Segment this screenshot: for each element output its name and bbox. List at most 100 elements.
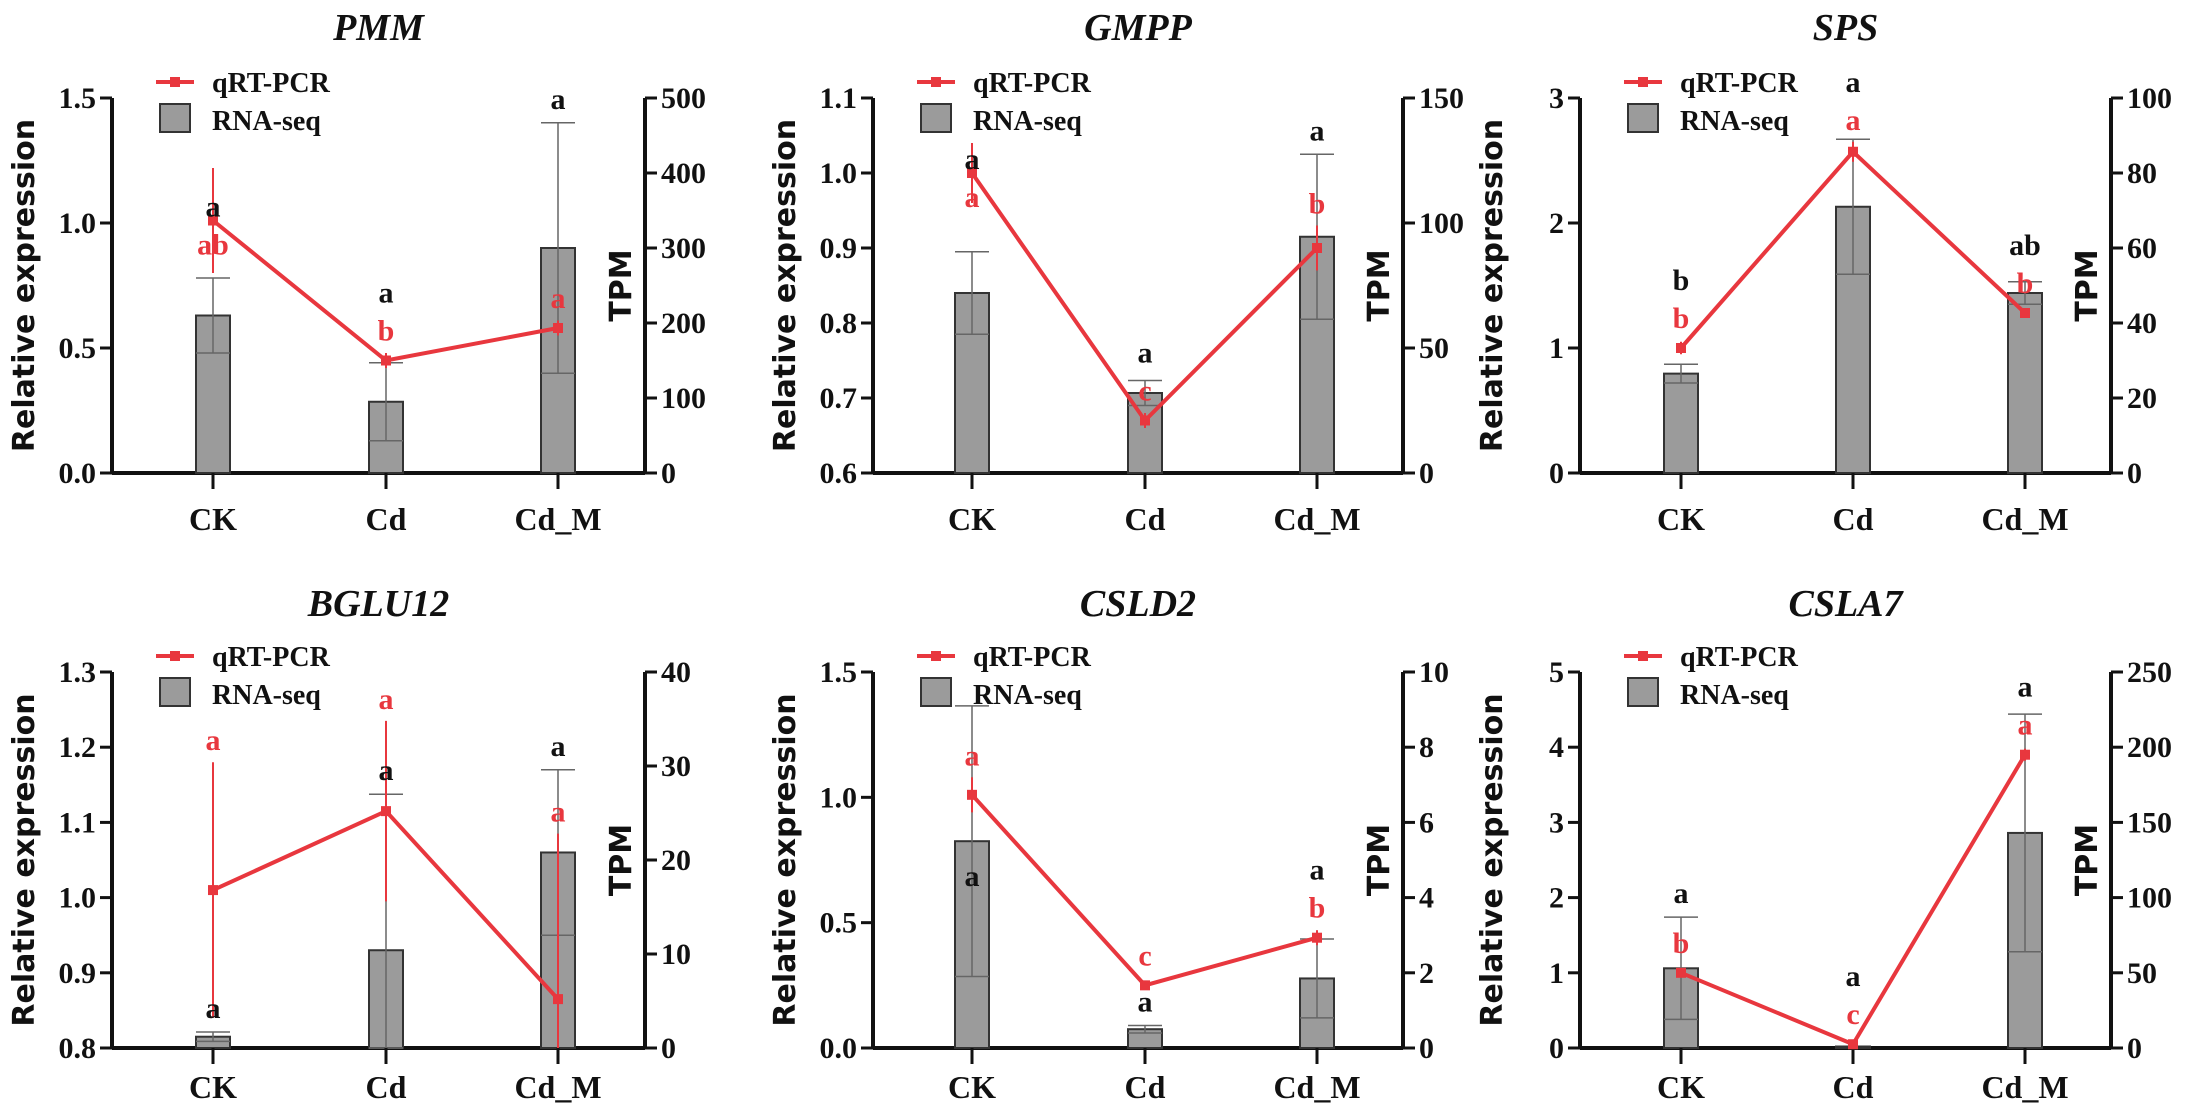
legend-label-rna-seq: RNA-seq <box>212 680 321 711</box>
legend-point-icon <box>170 77 180 87</box>
x-tick-label: CK <box>948 501 996 537</box>
left-tick-label: 0.6 <box>820 457 858 490</box>
panel-title: BGLU12 <box>307 583 449 625</box>
panel-title: CSLA7 <box>1788 583 1904 625</box>
x-tick-label: Cd <box>1833 501 1874 537</box>
line-point <box>1312 932 1322 943</box>
right-tick-label: 40 <box>2127 307 2157 340</box>
left-tick-label: 1 <box>1549 957 1564 990</box>
right-tick-label: 20 <box>661 844 691 877</box>
x-tick-label: Cd_M <box>1981 1069 2068 1105</box>
left-tick-label: 2 <box>1549 207 1564 240</box>
bar-significance-letter: a <box>206 191 221 224</box>
line-significance-letter: a <box>379 683 394 716</box>
right-tick-label: 100 <box>1419 207 1464 240</box>
line-point <box>553 994 563 1005</box>
y-axis-label: Relative expression <box>7 693 42 1026</box>
bar-significance-letter: ab <box>2009 229 2041 262</box>
right-tick-label: 300 <box>661 232 706 265</box>
left-tick-label: 0.7 <box>820 382 858 415</box>
bar-significance-letter: a <box>379 754 394 787</box>
bar-significance-letter: a <box>1138 985 1153 1018</box>
bar-significance-letter: a <box>551 83 566 116</box>
legend-label-qrt-pcr: qRT-PCR <box>973 642 1092 673</box>
line-significance-letter: b <box>1309 188 1326 221</box>
bar-significance-letter: a <box>1310 854 1325 887</box>
left-tick-label: 5 <box>1549 656 1564 689</box>
legend-bar-icon <box>1627 677 1659 707</box>
x-tick-label: Cd <box>1125 501 1166 537</box>
line-point <box>1676 343 1686 353</box>
legend-point-icon <box>931 77 941 87</box>
right-tick-label: 150 <box>1419 82 1464 115</box>
left-tick-label: 3 <box>1549 806 1564 839</box>
right-tick-label: 0 <box>661 1032 676 1065</box>
y2-axis-label: TPM <box>604 824 639 896</box>
right-tick-label: 200 <box>661 307 706 340</box>
right-tick-label: 8 <box>1419 731 1434 764</box>
line-point <box>1848 1039 1858 1050</box>
right-tick-label: 250 <box>2127 656 2172 689</box>
right-tick-label: 150 <box>2127 806 2172 839</box>
line-point <box>1676 967 1686 978</box>
legend-label-qrt-pcr: qRT-PCR <box>973 68 1092 99</box>
left-tick-label: 0.0 <box>820 1032 858 1065</box>
line-significance-letter: c <box>1138 939 1151 972</box>
left-tick-label: 2 <box>1549 882 1564 915</box>
right-tick-label: 500 <box>661 82 706 115</box>
right-tick-label: 0 <box>2127 457 2142 490</box>
y2-axis-label: TPM <box>604 249 639 321</box>
y2-axis-label: TPM <box>1362 249 1397 321</box>
x-tick-label: Cd_M <box>1273 1069 1360 1105</box>
right-tick-label: 0 <box>661 457 676 490</box>
line-significance-letter: b <box>1309 892 1326 925</box>
legend-bar-icon <box>159 677 191 707</box>
y2-axis-label: TPM <box>2070 249 2105 321</box>
x-tick-label: CK <box>1657 501 1705 537</box>
line-point <box>208 885 218 896</box>
panel-bglu12: BGLU12 0.8 0.9 1.0 1.1 1.2 1.3 0 10 20 30 40 Relativ… <box>7 583 691 1105</box>
bar-significance-letter: a <box>1846 960 1861 993</box>
x-tick-label: Cd <box>366 1069 407 1105</box>
x-tick-label: Cd <box>1833 1069 1874 1105</box>
line-significance-letter: a <box>551 796 566 829</box>
x-tick-label: CK <box>189 1069 237 1105</box>
legend-bar-icon <box>920 103 952 133</box>
left-tick-label: 1.3 <box>59 656 97 689</box>
right-tick-label: 6 <box>1419 806 1434 839</box>
line-significance-letter: ab <box>197 229 229 262</box>
right-tick-label: 100 <box>2127 82 2172 115</box>
bar-cd_m <box>2007 292 2043 474</box>
right-tick-label: 4 <box>1419 882 1434 915</box>
right-tick-label: 80 <box>2127 157 2157 190</box>
legend-point-icon <box>1638 77 1648 87</box>
left-tick-label: 0.8 <box>59 1032 97 1065</box>
legend-label-rna-seq: RNA-seq <box>212 106 321 137</box>
x-tick-label: Cd_M <box>514 1069 601 1105</box>
x-tick-label: Cd_M <box>1273 501 1360 537</box>
y-axis-label: Relative expression <box>768 119 803 452</box>
line-point <box>1848 146 1858 157</box>
left-tick-label: 3 <box>1549 82 1564 115</box>
bar-significance-letter: a <box>1846 66 1861 99</box>
legend-label-qrt-pcr: qRT-PCR <box>212 68 331 99</box>
bar-significance-letter: a <box>551 730 566 763</box>
left-tick-label: 1.5 <box>59 82 97 115</box>
line-point <box>967 168 977 178</box>
left-tick-label: 1.1 <box>820 82 858 115</box>
y2-axis-label: TPM <box>1362 824 1397 896</box>
bar-significance-letter: a <box>2018 671 2033 704</box>
right-tick-label: 100 <box>661 382 706 415</box>
legend-bar-icon <box>1627 103 1659 133</box>
panel-title: PMM <box>332 7 425 49</box>
right-tick-label: 50 <box>1419 332 1449 365</box>
right-tick-label: 100 <box>2127 882 2172 915</box>
left-tick-label: 1.5 <box>820 656 858 689</box>
left-tick-label: 4 <box>1549 731 1564 764</box>
x-tick-label: CK <box>948 1069 996 1105</box>
left-tick-label: 1.0 <box>820 157 858 190</box>
bar-significance-letter: a <box>965 143 980 176</box>
panel-sps: SPS 0 1 2 3 0 20 40 60 80 100 Relative expression TP… <box>1475 7 2172 537</box>
x-tick-label: Cd <box>366 501 407 537</box>
